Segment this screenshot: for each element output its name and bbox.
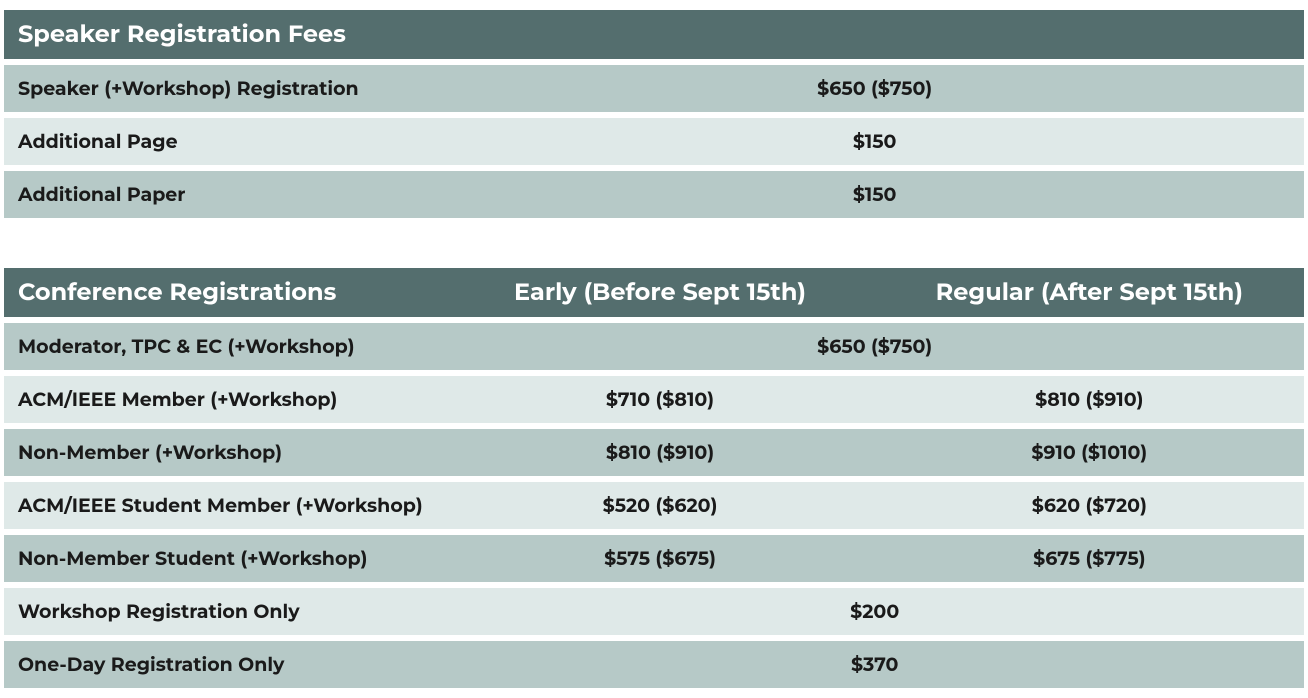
- row-early: $810 ($910): [445, 429, 874, 476]
- spacer-row: [4, 224, 1304, 262]
- row-label: Non-Member (+Workshop): [4, 429, 445, 476]
- table-row: Speaker (+Workshop) Registration$650 ($7…: [4, 65, 1304, 112]
- table-row: One-Day Registration Only$370: [4, 641, 1304, 688]
- row-early: $520 ($620): [445, 482, 874, 529]
- table-row: ACM/IEEE Student Member (+Workshop)$520 …: [4, 482, 1304, 529]
- row-value: $150: [445, 171, 1304, 218]
- conference-header-row: Conference Registrations Early (Before S…: [4, 268, 1304, 317]
- table-row: Workshop Registration Only$200: [4, 588, 1304, 635]
- speaker-section: Speaker Registration Fees: [4, 10, 1304, 59]
- row-value: $650 ($750): [445, 65, 1304, 112]
- row-early: $710 ($810): [445, 376, 874, 423]
- row-label: ACM/IEEE Student Member (+Workshop): [4, 482, 445, 529]
- row-label: ACM/IEEE Member (+Workshop): [4, 376, 445, 423]
- table-row: Additional Paper$150: [4, 171, 1304, 218]
- speaker-header-row: Speaker Registration Fees: [4, 10, 1304, 59]
- conference-title: Conference Registrations: [4, 268, 445, 317]
- row-label: Non-Member Student (+Workshop): [4, 535, 445, 582]
- fees-table: Speaker Registration Fees Speaker (+Work…: [4, 4, 1304, 694]
- row-value: $150: [445, 118, 1304, 165]
- row-early: $575 ($675): [445, 535, 874, 582]
- speaker-rows: Speaker (+Workshop) Registration$650 ($7…: [4, 65, 1304, 218]
- col-regular-header: Regular (After Sept 15th): [875, 268, 1304, 317]
- row-regular: $675 ($775): [875, 535, 1304, 582]
- table-row: Non-Member Student (+Workshop)$575 ($675…: [4, 535, 1304, 582]
- row-regular: $910 ($1010): [875, 429, 1304, 476]
- row-value: $650 ($750): [445, 323, 1304, 370]
- row-value: $200: [445, 588, 1304, 635]
- table-row: ACM/IEEE Member (+Workshop)$710 ($810)$8…: [4, 376, 1304, 423]
- row-label: Moderator, TPC & EC (+Workshop): [4, 323, 445, 370]
- row-label: Workshop Registration Only: [4, 588, 445, 635]
- table-row: Moderator, TPC & EC (+Workshop)$650 ($75…: [4, 323, 1304, 370]
- row-regular: $620 ($720): [875, 482, 1304, 529]
- row-label: Speaker (+Workshop) Registration: [4, 65, 445, 112]
- row-value: $370: [445, 641, 1304, 688]
- row-label: One-Day Registration Only: [4, 641, 445, 688]
- speaker-title: Speaker Registration Fees: [4, 10, 1304, 59]
- table-row: Non-Member (+Workshop)$810 ($910)$910 ($…: [4, 429, 1304, 476]
- row-label: Additional Paper: [4, 171, 445, 218]
- row-regular: $810 ($910): [875, 376, 1304, 423]
- row-label: Additional Page: [4, 118, 445, 165]
- table-row: Additional Page$150: [4, 118, 1304, 165]
- section-spacer: [4, 224, 1304, 262]
- conference-rows: Moderator, TPC & EC (+Workshop)$650 ($75…: [4, 323, 1304, 688]
- col-early-header: Early (Before Sept 15th): [445, 268, 874, 317]
- conference-section: Conference Registrations Early (Before S…: [4, 268, 1304, 317]
